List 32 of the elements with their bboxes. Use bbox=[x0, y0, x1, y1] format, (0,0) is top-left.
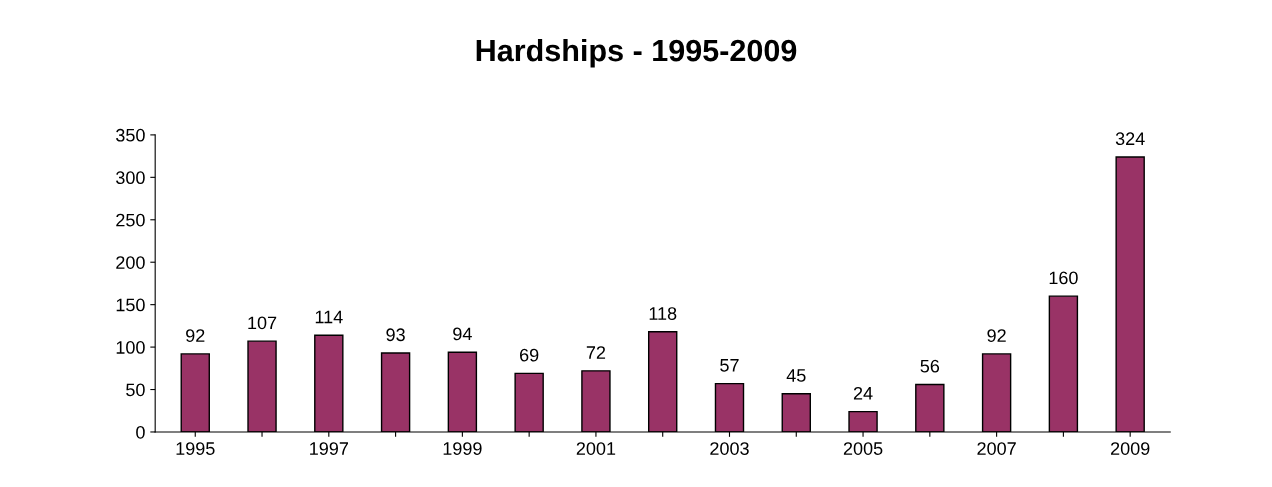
data-label: 56 bbox=[920, 359, 940, 373]
x-tick-label: 1995 bbox=[176, 442, 215, 455]
y-tick-label: 350 bbox=[116, 128, 145, 142]
data-label: 94 bbox=[453, 327, 472, 341]
x-tick-label: 1997 bbox=[310, 442, 348, 455]
data-label: 118 bbox=[649, 307, 677, 320]
x-tick-label: 1999 bbox=[443, 442, 482, 455]
data-label: 324 bbox=[1115, 132, 1145, 146]
y-tick-label: 150 bbox=[116, 298, 145, 312]
x-tick-label: 2003 bbox=[710, 442, 749, 455]
data-label: 92 bbox=[186, 329, 205, 342]
chart-title: Hardships - 1995-2009 bbox=[476, 38, 797, 68]
data-label: 24 bbox=[853, 386, 873, 400]
y-tick-label: 100 bbox=[116, 341, 145, 354]
y-tick-label: 200 bbox=[116, 256, 145, 269]
x-tick-label: 2007 bbox=[977, 442, 1016, 455]
y-tick-label: 50 bbox=[126, 383, 145, 397]
data-label: 92 bbox=[987, 329, 1006, 342]
data-label: 107 bbox=[248, 316, 277, 330]
y-tick-label: 250 bbox=[116, 213, 145, 227]
data-label: 93 bbox=[386, 328, 405, 342]
data-label: 69 bbox=[520, 348, 539, 362]
x-tick-label: 2009 bbox=[1111, 442, 1150, 455]
x-tick-label: 2005 bbox=[843, 442, 883, 455]
data-label: 72 bbox=[586, 346, 606, 359]
data-label: 57 bbox=[720, 359, 739, 372]
data-label: 45 bbox=[786, 369, 806, 382]
y-tick-label: 0 bbox=[136, 425, 145, 439]
data-label: 114 bbox=[315, 310, 343, 324]
data-label: 160 bbox=[1049, 271, 1078, 285]
x-tick-label: 2001 bbox=[576, 442, 616, 455]
y-tick-label: 300 bbox=[116, 171, 145, 185]
